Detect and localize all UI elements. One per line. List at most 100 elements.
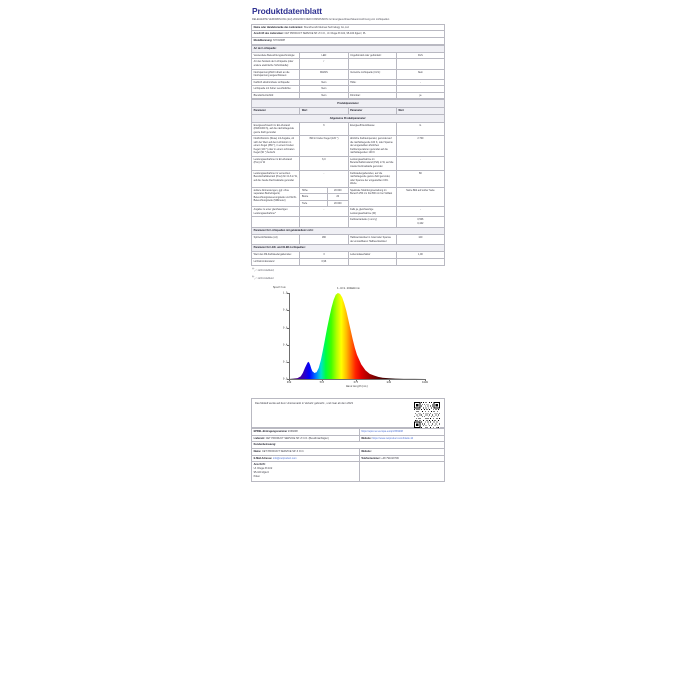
table-row: E-Mail Adresse: info@cetproduct.com Tele… [251, 454, 445, 463]
eprel-link-cell[interactable]: https://eprel.ec.europa.eu/qr/2339208 [358, 428, 445, 436]
eprel-value: 2339208 [287, 430, 298, 434]
footer-phone-cell: Telefonnummer: +48 791019706 [358, 454, 445, 463]
table-row: Name: CET PRODUCT SERVICE SP. Z O.O. Web… [251, 448, 445, 456]
param-value: 0,96 [299, 258, 349, 266]
param-value [299, 216, 349, 228]
param-value: 390 in breiter Kegel (120 °) [299, 135, 349, 157]
table-row: Angabe zu einer gleichwertigen Leistungs… [250, 206, 446, 218]
footer-name-label: Name: [253, 450, 262, 454]
param-label [347, 58, 397, 70]
dimensions-subtable-cell: Höhe 20 000 Breite 20 Tiefe 20 000 [299, 186, 349, 208]
section-header-row: Art der Lichtquelle: [251, 44, 445, 53]
param-value: G [395, 121, 446, 137]
param-value: - [395, 155, 446, 171]
footnote-text: „-“: nicht zutreffend [254, 277, 274, 280]
footer-service-section: Kundenbetreuung: [251, 441, 445, 450]
x-axis-tick-label: 360 [286, 380, 292, 384]
eprel-link[interactable]: https://eprel.ec.europa.eu/qr/2339208 [361, 430, 403, 434]
supplier-name-value: Shenzhenshi Meimao Technology Co.,Ltd [303, 25, 349, 29]
param-value: - [299, 169, 349, 188]
param-label: ähnliche Farbtemperatur, gerundet auf di… [347, 135, 397, 157]
supplier-table: Name oder Handelsmarke des Lieferanten: … [251, 23, 445, 45]
section-header-row: Allgemeine Produktparameter: [251, 114, 445, 123]
footer-phone-label: Telefonnummer: [361, 456, 381, 460]
dimension-value: 20 000 [327, 187, 348, 195]
param-label: Halbwertswinkel in Grad oder Spanne der … [347, 233, 397, 246]
y-axis-line [289, 293, 290, 380]
param-label: Angabe zu einer gleichwertigen Leistungs… [250, 206, 301, 218]
y-axis-tick-label: 0.8 [282, 308, 288, 312]
footer-supplier-website-link[interactable]: https://www.cetproduct.com/blank-10 [372, 436, 414, 440]
footnote-mark: (a) [252, 267, 255, 270]
footnote-text: „-“: nicht zutreffend; [254, 269, 275, 272]
eprel-label: EPREL-Eintragungsnummer [253, 430, 288, 434]
dimensions-row: äußere Abmessungen, ggf. ohne separates … [250, 186, 446, 208]
table-row: Anschrift: Ul. Dluga 33 102 95-100 Zgier… [251, 461, 445, 482]
y-axis-tick-label: 1.0 [282, 291, 288, 295]
spectrum-curve [289, 293, 425, 380]
param-value: MAINS [299, 68, 349, 80]
param-label: Vernetzte Lichtquelle (CLS): [347, 68, 397, 80]
footer-name-value: CET PRODUCT SERVICE SP. Z O.O. [261, 450, 305, 454]
spectrum-chart: Spectrum 1.0=1.169mW/nm [251, 283, 445, 395]
table-row: Art des Sockels der Lichtquelle (oder an… [250, 58, 446, 70]
product-parameters-table: Produktparameter Parameter Wert Paramete… [250, 99, 446, 266]
footer-table: EPREL-Eintragungsnummer 2339208 https://… [251, 428, 445, 482]
table-row: Farbwertanteile (x und y) 0,506 0,442 [250, 216, 446, 228]
supplier-name-cell: Name oder Handelsmarke des Lieferanten: … [251, 23, 445, 32]
param-label: Art des Sockels der Lichtquelle (oder an… [250, 58, 301, 70]
footer-supplier-website-cell[interactable]: Website: https://www.cetproduct.com/blan… [358, 434, 445, 443]
x-axis-tick-label: 515 [319, 380, 325, 384]
table-row: Energieverbrauch im Ein-Zustand (kWh/100… [250, 121, 446, 137]
section-light-source-type: Art der Lichtquelle: [251, 44, 445, 53]
param-label: Farbwiedergabeindex, auf die nächstliege… [347, 169, 397, 188]
y-axis-tick-mark [287, 327, 289, 329]
section-product-parameters: Produktparameter [251, 99, 445, 108]
footer-address-value: Ul. Dluga 33 102 95-100 Zgierz Polen [253, 466, 273, 479]
section-header-row: Parameter für LED- und OLED-Lichtquellen… [251, 244, 445, 253]
param-value: Nein [299, 91, 349, 100]
dimensions-subtable: Höhe 20 000 Breite 20 Tiefe 20 000 [300, 187, 348, 207]
footer-email-label: E-Mail Adresse: [253, 456, 273, 460]
param-value: 180 [299, 233, 349, 246]
footer-email-value[interactable]: info@cetproduct.com [272, 456, 297, 460]
footer-empty-cell [358, 461, 445, 482]
footer-supplier-website-label: Website: [361, 436, 372, 440]
y-axis-tick-label: 0.6 [282, 326, 288, 330]
supplier-address-value: CET PRODUCT SERVICE SP. Z O.O., Ul. Dlug… [284, 32, 366, 36]
param-value [395, 58, 446, 70]
param-label: Netzspannung/Nicht direkt an die Netzspa… [250, 68, 301, 80]
column-header-value: Wert [395, 106, 446, 116]
param-label: Lichtstromkonstanz [250, 258, 301, 266]
param-value: 120 [395, 233, 446, 246]
x-axis-tick-mark [388, 379, 390, 382]
param-label: Blendschutzschild: [250, 91, 301, 100]
param-value: - [395, 206, 446, 218]
table-row: Leistungsaufnahme im vernetzten Bereitsc… [250, 169, 446, 188]
param-value: Siehe Bild auf letzter Seite [395, 186, 446, 208]
regulation-note: DELEGIERTE VERORDNUNG (EU) 2019/2015 DER… [252, 18, 390, 21]
supplier-name-label: Name oder Handelsmarke des Lieferanten: [253, 25, 304, 29]
y-axis-tick-label: 0.2 [282, 360, 288, 364]
table-row: Höhe 20 000 [300, 187, 348, 195]
dimension-label: Tiefe [300, 199, 329, 207]
param-value: - [299, 206, 349, 218]
table-row: Blendschutzschild: Nein Dimmbar: ja [250, 91, 446, 100]
y-axis-tick-mark [287, 379, 289, 380]
param-label: Falls ja, gleichwertige Leistungsaufnahm… [347, 206, 397, 218]
footnote: (b)„-“: nicht zutreffend [252, 276, 445, 281]
column-header-row: Parameter Wert Parameter Wert [250, 106, 446, 116]
footer-supplier-cell: Lieferant: CET PRODUCT SERVICE SP. Z O.O… [251, 434, 360, 443]
model-value: NYK0200H [272, 38, 286, 42]
x-axis-tick-label: 675 [353, 380, 359, 384]
y-axis-tick-mark [287, 362, 289, 363]
chart-y-title: Spectrum [273, 286, 286, 290]
footer-address-cell: Anschrift: Ul. Dluga 33 102 95-100 Zgier… [251, 461, 360, 482]
footer-address-label: Anschrift: [253, 463, 266, 467]
sheet-body: Produktdatenblatt DELEGIERTE VERORDNUNG … [248, 0, 448, 700]
footnote: (a)„-“: nicht zutreffend; [252, 268, 445, 273]
table-row: Lieferant: CET PRODUCT SERVICE SP. Z O.O… [251, 434, 445, 443]
model-cell: Modellkennung: NYK0200H [251, 37, 445, 45]
param-value: ja [395, 91, 446, 100]
